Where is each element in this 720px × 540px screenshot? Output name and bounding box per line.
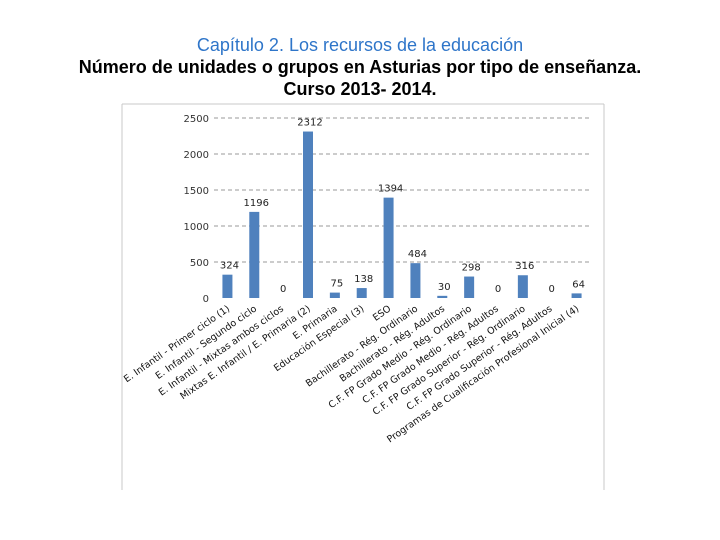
bar [410,263,421,298]
chapter-heading: Capítulo 2. Los recursos de la educación [196,35,524,55]
bar [437,295,448,298]
bar [356,288,367,298]
data-label: 484 [408,249,427,260]
title-block: Capítulo 2. Los recursos de la educación… [0,34,720,100]
data-label: 138 [354,274,373,285]
bar [329,292,340,298]
y-tick-label: 2000 [184,150,209,161]
category-labels: E. Infantil - Primer ciclo (1)E. Infanti… [122,303,581,445]
y-tick-label: 0 [203,294,209,305]
data-label: 75 [330,279,343,290]
y-tick-label: 500 [190,258,209,269]
data-label: 30 [438,282,451,293]
chart-frame [121,103,605,490]
data-label: 1196 [244,198,269,209]
bar [303,131,313,298]
y-tick-label: 2500 [184,114,209,125]
data-label: 64 [572,279,585,290]
y-tick-label: 1000 [184,222,209,233]
bar [383,197,394,298]
data-label: 0 [495,284,501,295]
bar [222,274,233,298]
bar [517,275,528,298]
bar [571,293,582,298]
bar [464,276,475,298]
data-label: 1394 [378,184,403,195]
data-label: 298 [462,263,481,274]
data-label: 2312 [297,118,322,129]
chart-title-line-1: Número de unidades o grupos en Asturias … [78,57,642,77]
bars [222,131,582,298]
data-labels: 324 1196 0 2312 75 138 1394 484 30 298 0 316 0 64 [220,118,585,295]
data-label: 0 [280,284,286,295]
data-label: 324 [220,261,239,272]
chart-title-line-2: Curso 2013- 2014. [283,79,437,99]
data-label: 0 [549,284,555,295]
bar [249,211,260,298]
data-label: 316 [515,261,534,272]
y-tick-label: 1500 [184,186,209,197]
y-axis-ticks: 0 500 1000 1500 2000 2500 [184,114,209,305]
